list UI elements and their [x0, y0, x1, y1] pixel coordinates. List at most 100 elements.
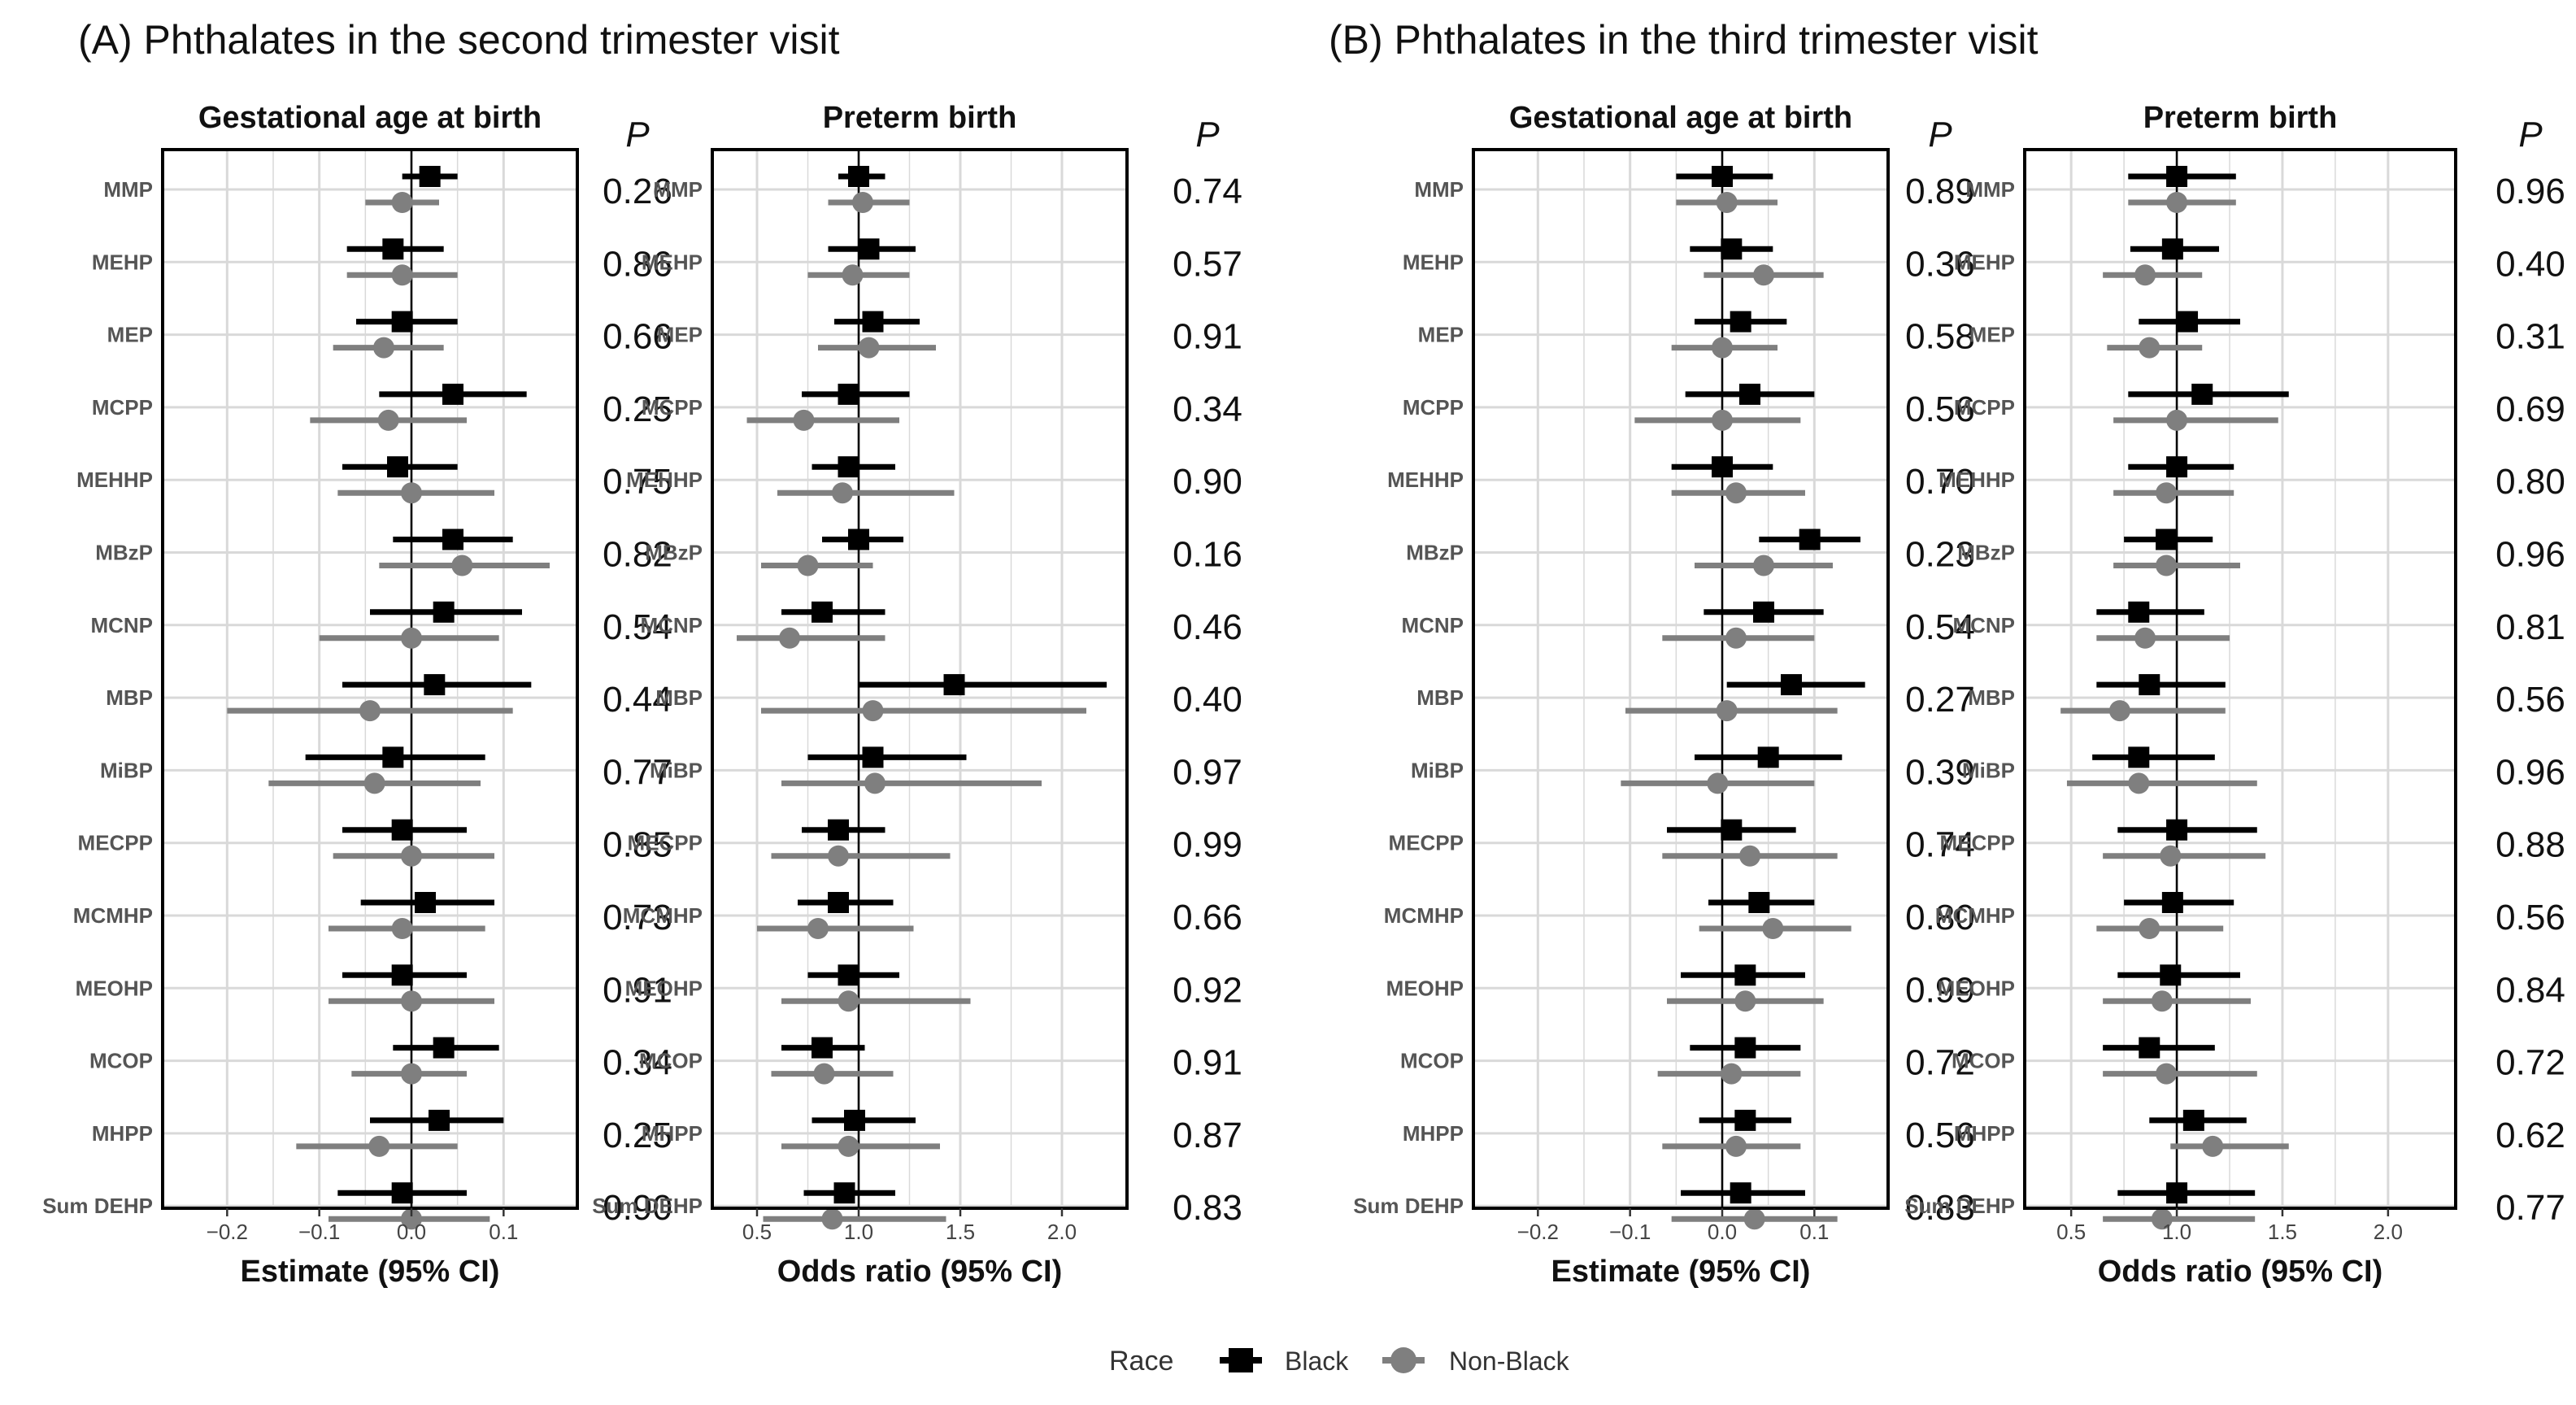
point-non-black — [401, 1208, 422, 1230]
p-value: 0.27 — [1905, 680, 1975, 720]
category-label: MECPP — [1389, 831, 1464, 855]
p-value-header: P — [1928, 115, 1952, 154]
category-label: MMP — [1414, 177, 1464, 202]
point-non-black — [401, 1063, 422, 1085]
category-label: MEP — [657, 323, 703, 347]
category-label: MHPP — [1954, 1121, 2015, 1146]
point-non-black — [2156, 1063, 2178, 1085]
point-non-black — [401, 627, 422, 649]
category-label: MCPP — [1403, 395, 1464, 420]
point-non-black — [391, 918, 413, 939]
category-label: MEHHP — [1387, 468, 1464, 492]
point-black — [943, 674, 965, 696]
p-value: 0.89 — [1905, 172, 1975, 211]
point-black — [2139, 1037, 2160, 1059]
x-axis-label: Estimate (95% CI) — [241, 1255, 500, 1289]
category-label: MEP — [1418, 323, 1464, 347]
p-value: 0.92 — [1173, 970, 1242, 1010]
p-value: 0.74 — [1905, 825, 1975, 865]
p-value: 0.83 — [1173, 1188, 1242, 1228]
point-black — [2160, 964, 2182, 986]
p-value: 0.81 — [2496, 607, 2565, 647]
point-black — [1721, 238, 1743, 260]
point-non-black — [864, 772, 886, 794]
point-non-black — [2156, 482, 2178, 504]
point-black — [442, 383, 463, 405]
point-non-black — [852, 192, 873, 213]
legend-key-non-black — [1382, 1347, 1425, 1373]
point-black — [848, 166, 869, 187]
point-black — [391, 964, 413, 986]
category-label: MBP — [106, 685, 153, 710]
point-black — [382, 746, 404, 768]
point-non-black — [828, 845, 849, 867]
p-value: 0.86 — [603, 244, 672, 284]
point-black — [833, 1182, 855, 1204]
category-label: MEHHP — [1939, 468, 2015, 492]
p-value: 0.77 — [2496, 1188, 2565, 1228]
point-non-black — [1753, 555, 1774, 576]
x-tick-label: 0.1 — [489, 1220, 518, 1244]
p-value: 0.73 — [603, 898, 672, 937]
point-black — [2128, 601, 2150, 623]
point-black — [1730, 311, 1751, 333]
point-non-black — [2151, 990, 2173, 1012]
panel-b-preterm-birth-plot: Preterm birth MMP MEHP MEP MCPP MEHHP MBzP MCNP… — [1904, 101, 2565, 1289]
point-non-black — [2156, 555, 2178, 576]
category-label: Sum DEHP — [42, 1194, 153, 1218]
category-label: MBzP — [1406, 541, 1464, 565]
p-value: 0.34 — [603, 1043, 672, 1083]
x-tick-label: 2.0 — [1047, 1220, 1077, 1244]
point-black — [2128, 746, 2150, 768]
point-non-black — [832, 482, 853, 504]
category-label: MBP — [1416, 685, 1464, 710]
category-label: MCPP — [92, 395, 153, 420]
category-label: MCNP — [90, 613, 153, 637]
category-label: MEHHP — [626, 468, 703, 492]
point-black — [1712, 456, 1733, 478]
p-value: 0.70 — [1905, 462, 1975, 502]
category-label: MCNP — [640, 613, 703, 637]
point-black — [812, 1037, 833, 1059]
p-value: 0.56 — [2496, 680, 2565, 720]
point-black — [812, 601, 833, 623]
category-label: MMP — [653, 177, 703, 202]
p-value: 0.72 — [2496, 1043, 2565, 1083]
point-non-black — [1743, 1208, 1765, 1230]
plot-frame — [2023, 148, 2457, 1210]
p-value: 0.40 — [1173, 680, 1242, 720]
category-label: Sum DEHP — [1353, 1194, 1464, 1218]
point-non-black — [793, 409, 815, 431]
p-value: 0.72 — [1905, 1043, 1975, 1083]
point-non-black — [391, 264, 413, 286]
point-black — [828, 819, 849, 841]
point-non-black — [2134, 627, 2156, 649]
category-label: MCMHP — [73, 903, 153, 928]
x-tick-label: 1.0 — [844, 1220, 873, 1244]
category-label: MBP — [655, 685, 703, 710]
p-value: 0.75 — [603, 462, 672, 502]
point-black — [1739, 383, 1760, 405]
point-black — [2191, 383, 2213, 405]
plot-frame — [161, 148, 579, 1210]
p-value: 0.83 — [1905, 1188, 1975, 1228]
p-value: 0.82 — [603, 535, 672, 575]
p-value: 0.99 — [1905, 970, 1975, 1010]
p-value: 0.26 — [603, 172, 672, 211]
point-black — [1712, 166, 1733, 187]
point-non-black — [797, 555, 819, 576]
panel-b-title: (B) Phthalates in the third trimester vi… — [1329, 17, 2039, 63]
p-value: 0.85 — [603, 825, 672, 865]
category-label: MEP — [107, 323, 153, 347]
x-tick-label: −0.1 — [298, 1220, 340, 1244]
point-black — [844, 1109, 865, 1131]
point-black — [2161, 238, 2183, 260]
point-black — [433, 1037, 455, 1059]
p-value-header: P — [2518, 115, 2543, 154]
point-non-black — [2166, 192, 2188, 213]
point-black — [1721, 819, 1743, 841]
point-black — [838, 456, 859, 478]
point-black — [2166, 166, 2188, 187]
point-black — [2182, 1109, 2204, 1131]
point-black — [838, 383, 859, 405]
